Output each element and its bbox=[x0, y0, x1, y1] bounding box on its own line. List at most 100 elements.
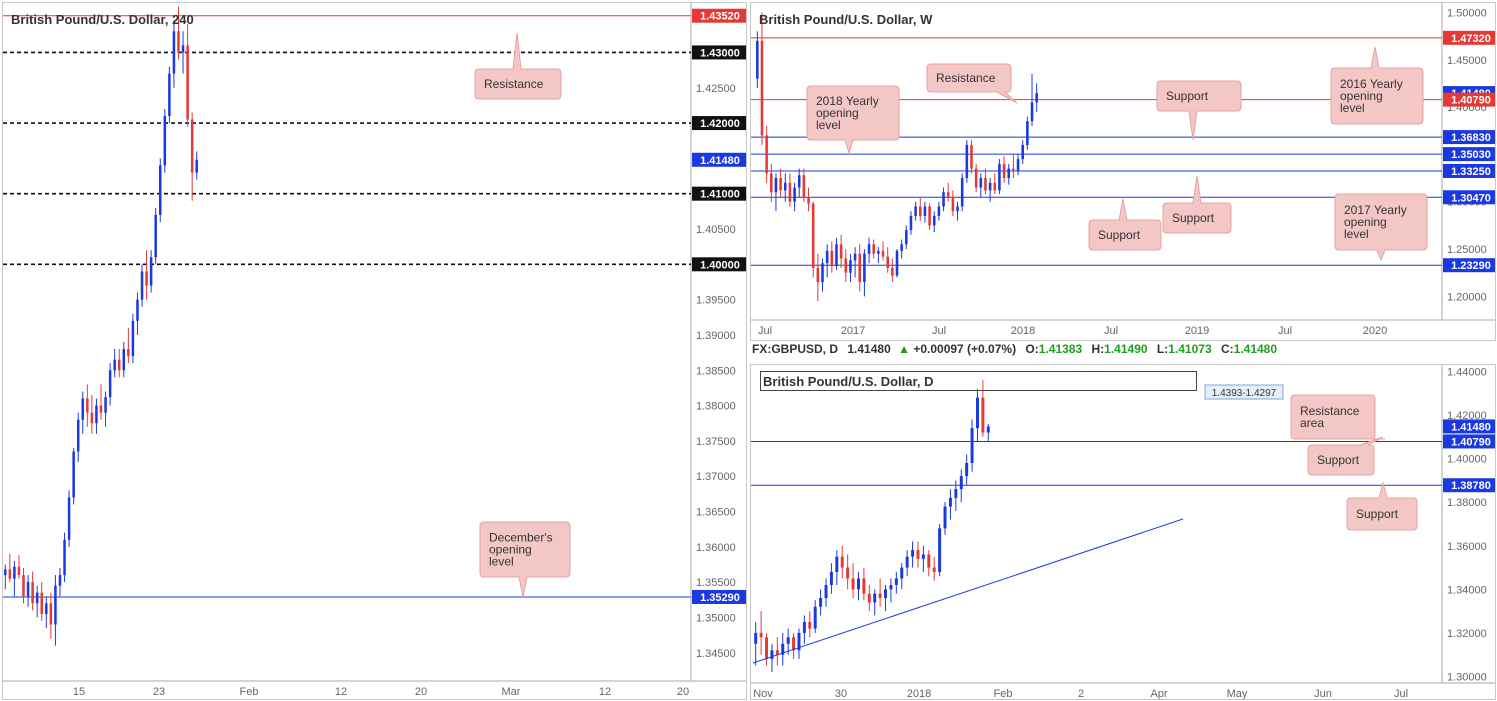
x-tick-label: 2020 bbox=[1363, 325, 1387, 337]
candle-body bbox=[770, 173, 773, 193]
quote-bar: FX:GBPUSD, D 1.41480 ▲ +0.00097 (+0.07%)… bbox=[752, 342, 1496, 362]
price-label: 1.36830 bbox=[1451, 132, 1491, 144]
candle-body bbox=[867, 244, 871, 254]
candle-body bbox=[781, 643, 785, 655]
candle-body bbox=[844, 258, 848, 273]
candle-body bbox=[26, 582, 30, 597]
candle-body bbox=[1035, 93, 1038, 103]
chart-daily-canvas[interactable]: 1.30000 1.32000 1.34000 1.36000 1.38000 1.400… bbox=[751, 365, 1496, 700]
candle-body bbox=[954, 489, 958, 498]
candle-body bbox=[932, 567, 936, 572]
callout-shape bbox=[479, 521, 571, 598]
candle-body bbox=[900, 244, 903, 251]
chart-weekly-title: British Pound/U.S. Dollar, W bbox=[759, 12, 933, 27]
price-label-box bbox=[692, 116, 746, 131]
chart-panel-daily[interactable]: 1.30000 1.32000 1.34000 1.36000 1.38000 1.400… bbox=[750, 364, 1496, 700]
y-tick-label: 1.42000 bbox=[1447, 410, 1487, 422]
callout-text: opening bbox=[816, 106, 859, 120]
x-tick-label: 2017 bbox=[841, 325, 865, 337]
candle-body bbox=[816, 267, 820, 283]
candle-body bbox=[136, 299, 139, 321]
x-tick-label: Jul bbox=[1104, 325, 1118, 337]
candle-body bbox=[99, 405, 103, 413]
price-label-box bbox=[692, 45, 746, 60]
x-tick-label: Feb bbox=[240, 686, 259, 698]
callout-support-daily-2: Support bbox=[1346, 481, 1418, 531]
candle-body bbox=[40, 592, 43, 614]
price-label: 1.30470 bbox=[1451, 192, 1491, 204]
callout-text: Support bbox=[1098, 228, 1141, 242]
candle-body bbox=[942, 192, 945, 207]
x-tick-label: Jun bbox=[1314, 688, 1332, 700]
callout-text: Resistance bbox=[936, 71, 996, 85]
candle-body bbox=[190, 119, 194, 173]
candle-body bbox=[988, 182, 992, 191]
candle-body bbox=[140, 271, 144, 300]
chart-panel-4h[interactable]: 1.34500 1.35000 1.35500 1.36000 1.36500 1.370… bbox=[2, 2, 747, 700]
x-tick-label: Jul bbox=[1394, 688, 1408, 700]
chart-weekly-canvas[interactable]: 1.200001.250001.300001.350001.400001.450… bbox=[751, 3, 1496, 341]
candle-body bbox=[856, 578, 860, 590]
candle-body bbox=[765, 637, 769, 660]
candle-body bbox=[779, 178, 782, 191]
callout-support-daily-1: Support bbox=[1307, 436, 1384, 476]
candle-body bbox=[905, 230, 908, 245]
candle-body bbox=[846, 567, 850, 579]
x-tick-label: 20 bbox=[415, 686, 427, 698]
candle-body bbox=[127, 349, 130, 357]
y-tick-label: 1.32000 bbox=[1447, 628, 1487, 640]
candle-body bbox=[970, 144, 973, 169]
candle-body bbox=[965, 144, 969, 179]
price-label-box bbox=[692, 257, 746, 272]
candle-body bbox=[67, 497, 71, 540]
candle-body bbox=[839, 244, 843, 259]
candle-body bbox=[35, 592, 39, 604]
chart-4h-canvas[interactable]: 1.34500 1.35000 1.35500 1.36000 1.36500 1.370… bbox=[3, 3, 747, 700]
callout-shape bbox=[1346, 481, 1418, 531]
candle-body bbox=[754, 632, 758, 644]
price-label: 1.35030 bbox=[1451, 149, 1491, 161]
x-tick-label: 20 bbox=[677, 686, 689, 698]
candle-body bbox=[802, 175, 806, 197]
candle-body bbox=[756, 40, 759, 79]
zone-label: 1.4393-1.4297 bbox=[1212, 388, 1277, 399]
candle-body bbox=[759, 632, 763, 638]
candle-body bbox=[45, 603, 48, 614]
candle-body bbox=[974, 168, 978, 188]
candle-body bbox=[72, 451, 75, 498]
candle-body bbox=[49, 603, 53, 625]
callout-text: December's bbox=[489, 531, 553, 545]
candle-body bbox=[951, 196, 955, 212]
x-tick-label: Apr bbox=[1150, 688, 1167, 700]
chart-panel-weekly[interactable]: 1.200001.250001.300001.350001.400001.450… bbox=[750, 2, 1496, 341]
candle-body bbox=[788, 182, 792, 202]
candle-body bbox=[1012, 168, 1015, 172]
candle-body bbox=[1026, 121, 1029, 145]
candle-body bbox=[938, 528, 942, 572]
y-tick-label: 1.37500 bbox=[696, 436, 736, 448]
y-tick-label: 1.35000 bbox=[696, 612, 736, 624]
callout-text: Resistance bbox=[1300, 404, 1360, 418]
y-tick-label: 1.40000 bbox=[1447, 454, 1487, 466]
price-label: 1.38780 bbox=[1451, 480, 1491, 492]
callout-text: opening bbox=[1344, 215, 1387, 229]
y-tick-label: 1.38000 bbox=[696, 401, 736, 413]
candle-body bbox=[145, 271, 148, 286]
candle-body bbox=[905, 556, 909, 568]
callout-resistance-weekly: Resistance bbox=[926, 63, 1018, 104]
x-tick-label: May bbox=[1227, 688, 1248, 700]
candle-body bbox=[923, 206, 927, 216]
candle-body bbox=[981, 397, 985, 433]
x-tick-label: Feb bbox=[994, 688, 1013, 700]
candle-body bbox=[1002, 163, 1006, 179]
candle-body bbox=[909, 215, 913, 231]
quote-low-label: L: bbox=[1156, 342, 1169, 356]
candle-body bbox=[959, 476, 963, 490]
price-label: 1.41000 bbox=[700, 189, 740, 201]
candle-body bbox=[765, 135, 768, 174]
x-tick-label: Jul bbox=[932, 325, 946, 337]
price-label: 1.41480 bbox=[700, 155, 740, 167]
x-tick-label: 23 bbox=[153, 686, 165, 698]
candle-body bbox=[884, 589, 888, 599]
